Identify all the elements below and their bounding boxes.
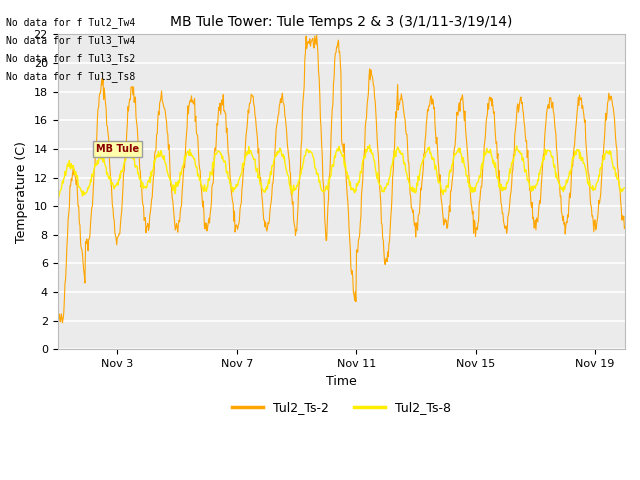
Tul2_Ts-8	[412, 190, 420, 195]
Tul2_Ts-2	[529, 200, 536, 205]
Tul2_Ts-8	[390, 155, 397, 161]
Y-axis label: Temperature (C): Temperature (C)	[15, 141, 28, 243]
Tul2_Ts-8	[318, 188, 326, 193]
Text: No data for f Tul3_Tw4: No data for f Tul3_Tw4	[6, 35, 136, 46]
Text: MB Tule: MB Tule	[97, 144, 140, 154]
Tul2_Ts-8	[528, 188, 536, 194]
Tul2_Ts-8	[366, 142, 374, 148]
Legend: Tul2_Ts-2, Tul2_Ts-8: Tul2_Ts-2, Tul2_Ts-8	[227, 396, 456, 420]
Tul2_Ts-2	[390, 144, 398, 150]
Tul2_Ts-8	[621, 185, 629, 191]
Tul2_Ts-2	[621, 224, 629, 229]
Tul2_Ts-2	[175, 217, 183, 223]
X-axis label: Time: Time	[326, 374, 356, 387]
Tul2_Ts-2	[59, 320, 67, 325]
Tul2_Ts-8	[54, 196, 61, 202]
Text: No data for f Tul3_Ts2: No data for f Tul3_Ts2	[6, 53, 136, 64]
Title: MB Tule Tower: Tule Temps 2 & 3 (3/1/11-3/19/14): MB Tule Tower: Tule Temps 2 & 3 (3/1/11-…	[170, 15, 513, 29]
Tul2_Ts-2	[313, 32, 321, 38]
Tul2_Ts-2	[413, 224, 420, 229]
Tul2_Ts-2	[253, 130, 260, 136]
Text: No data for f Tul3_Ts8: No data for f Tul3_Ts8	[6, 72, 136, 83]
Line: Tul2_Ts-2: Tul2_Ts-2	[58, 35, 625, 323]
Tul2_Ts-8	[175, 178, 182, 184]
Tul2_Ts-2	[319, 177, 327, 182]
Tul2_Ts-2	[54, 316, 61, 322]
Tul2_Ts-8	[252, 169, 260, 175]
Text: No data for f Tul2_Tw4: No data for f Tul2_Tw4	[6, 17, 136, 28]
Line: Tul2_Ts-8: Tul2_Ts-8	[58, 145, 625, 199]
